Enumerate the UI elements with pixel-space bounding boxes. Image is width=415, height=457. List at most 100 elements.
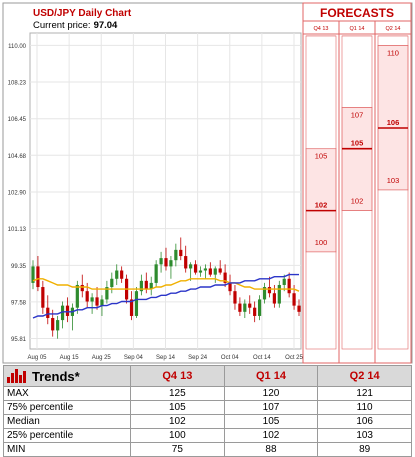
table-cell: 125 xyxy=(130,386,225,401)
forecast-lower-whisker xyxy=(341,210,373,350)
moving-average-line xyxy=(32,273,299,319)
table-cell: 100 xyxy=(130,428,225,443)
candle-body xyxy=(149,282,153,290)
forecast-p25-label: 103 xyxy=(387,176,400,185)
candle-body xyxy=(243,303,247,312)
row-label: MIN xyxy=(3,442,131,457)
x-tick-label: Aug 25 xyxy=(92,355,112,361)
candle-body xyxy=(154,264,158,283)
column-header: Q1 14 xyxy=(223,365,319,387)
y-tick-label: 101.13 xyxy=(8,227,27,233)
candle-body xyxy=(277,284,281,304)
table-row: 75% percentile 105 107 110 xyxy=(3,400,412,415)
y-tick-label: 108.23 xyxy=(8,80,27,86)
forecast-box xyxy=(305,148,337,253)
forecast-column-header: Q1 14 xyxy=(350,26,365,32)
candle-body xyxy=(51,318,55,331)
table-cell: 102 xyxy=(223,428,319,443)
candle-body xyxy=(169,260,173,267)
candle-body xyxy=(193,264,198,273)
table-cell: 103 xyxy=(317,428,412,443)
forecast-box xyxy=(341,106,373,212)
candle-body xyxy=(208,268,212,275)
forecast-panel: FORECASTS Q4 13 105 102 100 Q1 14 107 105 102 Q2 … xyxy=(302,2,412,364)
candle-body xyxy=(228,282,232,292)
x-tick-label: Sep 24 xyxy=(188,355,208,361)
table-cell: 107 xyxy=(223,400,319,415)
forecast-upper-whisker xyxy=(341,35,373,108)
table-cell: 75 xyxy=(130,442,225,457)
candle-body xyxy=(272,293,276,304)
candle-body xyxy=(31,266,35,283)
candle-body xyxy=(159,258,163,265)
forecast-p25-label: 100 xyxy=(315,238,328,247)
forecast-box xyxy=(377,44,409,191)
trends-title: Trends xyxy=(32,368,75,384)
trends-table: Trends * Q4 13 Q1 14 Q2 14 MAX 125 120 12… xyxy=(3,365,412,457)
candle-body xyxy=(292,293,296,306)
candle-body xyxy=(110,278,114,288)
table-row: MIN 75 88 89 xyxy=(3,442,412,457)
candle-body xyxy=(164,258,168,267)
trends-title-cell: Trends * xyxy=(3,365,131,387)
row-label: MAX xyxy=(3,386,131,401)
table-row: 25% percentile 100 102 103 xyxy=(3,428,412,443)
table-cell: 105 xyxy=(223,414,319,429)
y-tick-label: 106.45 xyxy=(8,117,27,123)
candle-body xyxy=(297,305,301,312)
forecast-lower-whisker xyxy=(377,189,409,350)
table-cell: 88 xyxy=(223,442,319,457)
candle-body xyxy=(90,297,94,302)
candle-body xyxy=(105,287,109,300)
candle-body xyxy=(41,287,45,308)
candle-body xyxy=(267,287,272,294)
candle-body xyxy=(198,270,203,273)
candle-body xyxy=(85,291,89,302)
table-cell: 105 xyxy=(130,400,225,415)
current-price-label: Current price: xyxy=(33,20,91,31)
forecast-p75-label: 110 xyxy=(387,48,399,57)
candle-body xyxy=(65,305,70,316)
x-tick-label: Aug 05 xyxy=(27,355,47,361)
candle-body xyxy=(233,291,237,304)
x-tick-label: Aug 15 xyxy=(60,355,80,361)
candle-body xyxy=(179,249,183,257)
trends-header-row: Trends * Q4 13 Q1 14 Q2 14 xyxy=(3,365,412,387)
candle-body xyxy=(203,268,208,271)
candle-body xyxy=(100,299,104,306)
x-tick-label: Oct 04 xyxy=(221,355,239,361)
table-cell: 106 xyxy=(317,414,412,429)
table-cell: 102 xyxy=(130,414,225,429)
forecast-upper-whisker xyxy=(377,35,409,46)
row-label: Median xyxy=(3,414,131,429)
candle-body xyxy=(95,297,99,306)
candle-body xyxy=(75,284,79,308)
y-tick-label: 95.81 xyxy=(11,337,27,343)
current-price-value: 97.04 xyxy=(94,20,118,31)
chart-title: USD/JPY Daily Chart xyxy=(33,8,132,19)
candle-body xyxy=(257,299,262,316)
candle-body xyxy=(262,287,267,300)
forecast-median-label: 102 xyxy=(315,201,328,210)
candle-body xyxy=(60,305,65,321)
forecast-column-header: Q2 14 xyxy=(386,26,401,32)
table-cell: 110 xyxy=(317,400,412,415)
forecast-p75-label: 105 xyxy=(315,152,328,161)
forecast-median-label: 106 xyxy=(387,118,400,127)
candle-body xyxy=(120,270,124,279)
candle-body xyxy=(144,280,148,290)
grid xyxy=(30,33,301,349)
y-tick-label: 104.68 xyxy=(8,154,27,160)
candle-body xyxy=(184,256,188,269)
x-tick-label: Oct 14 xyxy=(253,355,271,361)
candle-body xyxy=(56,320,60,331)
candle-body xyxy=(139,280,143,292)
forecast-p75-label: 107 xyxy=(351,110,364,119)
candle-body xyxy=(248,303,252,308)
table-row: Median 102 105 106 xyxy=(3,414,412,429)
candle-body xyxy=(115,270,119,279)
y-axis-ticks: 110.00 108.23 106.45 104.68 102.90 101.13 99.3… xyxy=(8,44,27,343)
forecast-median-label: 105 xyxy=(351,139,364,148)
forecast-p25-label: 102 xyxy=(351,197,364,206)
x-tick-label: Sep 04 xyxy=(124,355,144,361)
